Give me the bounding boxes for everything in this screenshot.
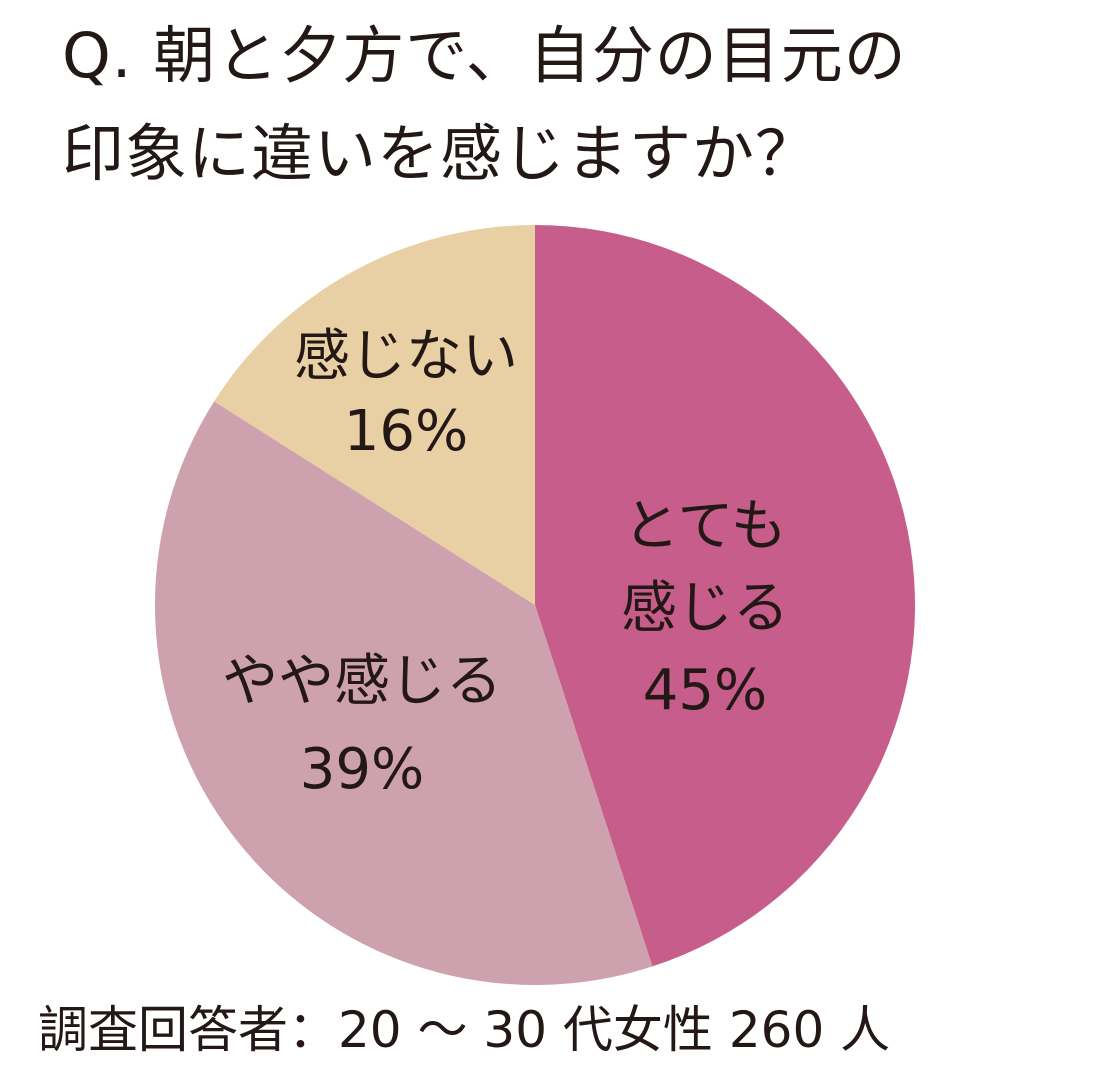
slice-category-1: とても: [623, 494, 787, 559]
slice-label-2: やや感じる 39%: [222, 649, 502, 802]
slice-category-2: やや感じる: [222, 649, 502, 714]
slice-category-1: 感じる: [621, 576, 789, 641]
pie-slice-1: [535, 225, 916, 967]
slice-label-3: 感じない 16%: [294, 324, 518, 464]
slice-percent-1: 45%: [643, 658, 767, 723]
chart-title-line-2: 印象に違いを感じますか？: [62, 117, 819, 190]
chart-title-line-1: Q. 朝と夕方で、自分の目元の: [62, 19, 907, 92]
slice-percent-2: 39%: [300, 737, 424, 802]
pie-slice-2: [155, 401, 653, 985]
slice-category-3: 感じない: [294, 324, 518, 389]
slice-label-1: とても感じる 45%: [621, 494, 789, 723]
pie-slices: [155, 225, 916, 985]
pie-slice-3: [214, 225, 535, 605]
survey-footnote: 調査回答者：20 ～ 30 代女性 260 人: [38, 1001, 891, 1059]
pie-labels: とても感じる 45% やや感じる 39% 感じない 16%: [222, 324, 789, 802]
slice-percent-3: 16%: [344, 399, 468, 464]
